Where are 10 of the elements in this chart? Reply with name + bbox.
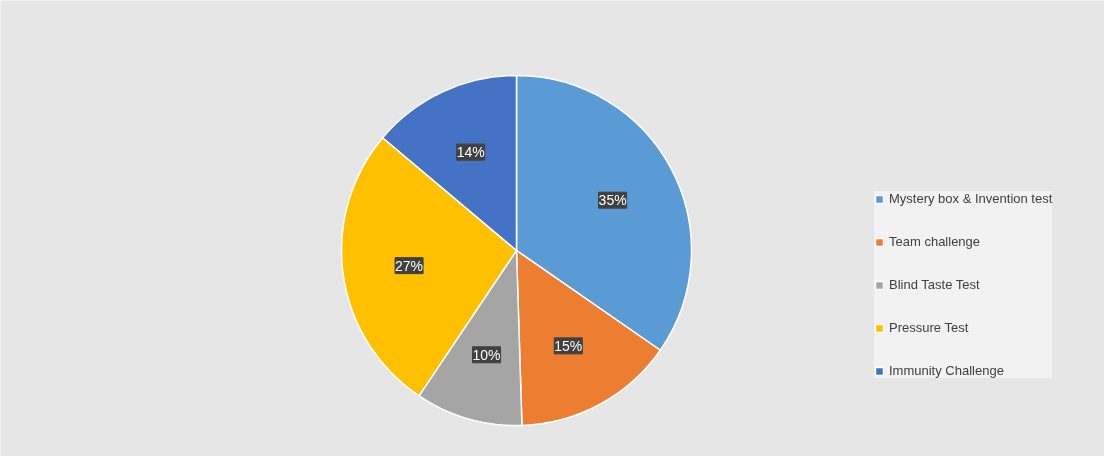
legend-label: Team challenge	[889, 234, 981, 249]
data-label: 27%	[395, 257, 424, 274]
legend-label: Blind Taste Test	[889, 277, 980, 292]
legend-label: Immunity Challenge	[889, 363, 1004, 378]
legend-label: Mystery box & Invention test	[889, 191, 1053, 206]
data-label: 14%	[456, 144, 485, 161]
data-label: 15%	[554, 337, 583, 354]
data-label: 35%	[598, 192, 627, 209]
data-label: 10%	[472, 346, 501, 363]
legend-label: Pressure Test	[889, 320, 969, 335]
